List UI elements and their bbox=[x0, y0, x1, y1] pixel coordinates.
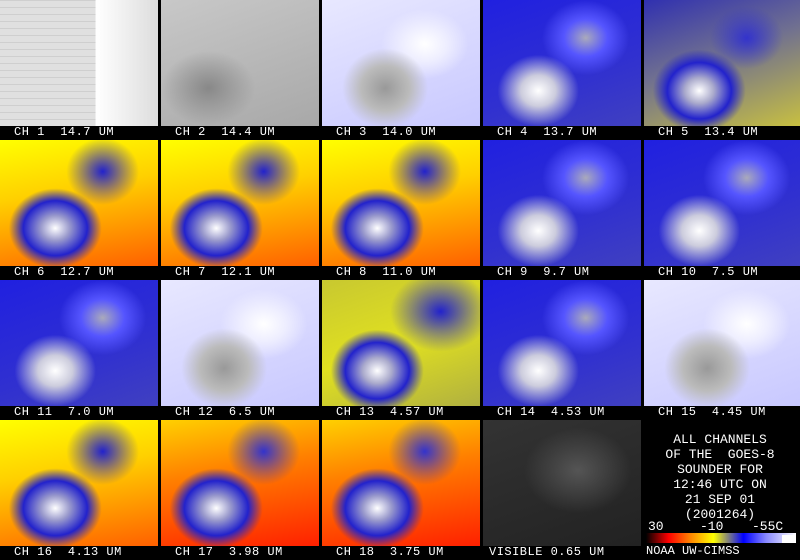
channel-label: CH 7 12.1 UM bbox=[175, 265, 276, 279]
channel-tile: CH 5 13.4 UM bbox=[644, 0, 800, 140]
satellite-image bbox=[644, 280, 800, 406]
channel-tile: CH 9 9.7 UM bbox=[483, 140, 641, 280]
colorbar-label: 30 bbox=[648, 519, 664, 534]
channel-label: CH 17 3.98 UM bbox=[175, 545, 283, 559]
satellite-image bbox=[161, 140, 319, 266]
channel-tile: CH 15 4.45 UM bbox=[644, 280, 800, 420]
info-line: SOUNDER FOR bbox=[677, 462, 763, 477]
channel-tile: CH 8 11.0 UM bbox=[322, 140, 480, 280]
channel-tile: CH 14 4.53 UM bbox=[483, 280, 641, 420]
channel-label: CH 16 4.13 UM bbox=[14, 545, 122, 559]
satellite-image bbox=[161, 420, 319, 546]
channel-label: CH 1 14.7 UM bbox=[14, 125, 115, 139]
info-line: OF THE GOES-8 bbox=[665, 447, 775, 462]
channel-tile: CH 16 4.13 UM bbox=[0, 420, 158, 560]
satellite-image bbox=[483, 420, 641, 546]
channel-tile: CH 17 3.98 UM bbox=[161, 420, 319, 560]
satellite-image bbox=[322, 420, 480, 546]
channel-label: CH 4 13.7 UM bbox=[497, 125, 598, 139]
channel-label: CH 9 9.7 UM bbox=[497, 265, 590, 279]
channel-label: CH 13 4.57 UM bbox=[336, 405, 444, 419]
info-panel: ALL CHANNELS OF THE GOES-8 SOUNDER FOR 1… bbox=[640, 420, 800, 560]
colorbar-label: -55C bbox=[752, 519, 784, 534]
channel-tile: CH 12 6.5 UM bbox=[161, 280, 319, 420]
satellite-image bbox=[322, 0, 480, 126]
satellite-image bbox=[0, 280, 158, 406]
channel-tile: CH 18 3.75 UM bbox=[322, 420, 480, 560]
channel-tile: CH 7 12.1 UM bbox=[161, 140, 319, 280]
channel-label: CH 12 6.5 UM bbox=[175, 405, 276, 419]
satellite-image bbox=[483, 280, 641, 406]
info-line: 21 SEP 01 bbox=[684, 492, 756, 507]
channel-tile: CH 2 14.4 UM bbox=[161, 0, 319, 140]
channel-tile: VISIBLE 0.65 UM bbox=[483, 420, 641, 560]
satellite-image bbox=[161, 0, 319, 126]
channel-label: CH 3 14.0 UM bbox=[336, 125, 437, 139]
satellite-image bbox=[322, 140, 480, 266]
satellite-image bbox=[0, 420, 158, 546]
channel-label: CH 18 3.75 UM bbox=[336, 545, 444, 559]
channel-label: CH 11 7.0 UM bbox=[14, 405, 115, 419]
colorbar-end bbox=[782, 535, 796, 543]
satellite-image bbox=[644, 0, 800, 126]
channel-tile: CH 10 7.5 UM bbox=[644, 140, 800, 280]
channel-tile: CH 6 12.7 UM bbox=[0, 140, 158, 280]
channel-tile: CH 1 14.7 UM bbox=[0, 0, 158, 140]
channel-label: CH 5 13.4 UM bbox=[658, 125, 759, 139]
info-line: (2001264) bbox=[684, 507, 756, 522]
channel-tile: CH 13 4.57 UM bbox=[322, 280, 480, 420]
channel-label: VISIBLE 0.65 UM bbox=[489, 545, 605, 559]
channel-label: CH 15 4.45 UM bbox=[658, 405, 766, 419]
channel-tile: CH 11 7.0 UM bbox=[0, 280, 158, 420]
satellite-image bbox=[161, 280, 319, 406]
channel-tile: CH 3 14.0 UM bbox=[322, 0, 480, 140]
satellite-image bbox=[644, 140, 800, 266]
channel-label: CH 10 7.5 UM bbox=[658, 265, 759, 279]
satellite-image bbox=[483, 140, 641, 266]
colorbar-label: -10 bbox=[700, 519, 724, 534]
satellite-image bbox=[322, 280, 480, 406]
channel-tile: CH 4 13.7 UM bbox=[483, 0, 641, 140]
info-line: 12:46 UTC ON bbox=[673, 477, 767, 492]
channel-label: CH 14 4.53 UM bbox=[497, 405, 605, 419]
channel-label: CH 6 12.7 UM bbox=[14, 265, 115, 279]
info-line: ALL CHANNELS bbox=[673, 432, 767, 447]
satellite-image bbox=[483, 0, 641, 126]
channel-label: CH 8 11.0 UM bbox=[336, 265, 437, 279]
colorbar bbox=[646, 533, 796, 543]
credit: NOAA UW-CIMSS bbox=[646, 544, 740, 558]
channel-label: CH 2 14.4 UM bbox=[175, 125, 276, 139]
satellite-image bbox=[0, 0, 158, 126]
satellite-image bbox=[0, 140, 158, 266]
